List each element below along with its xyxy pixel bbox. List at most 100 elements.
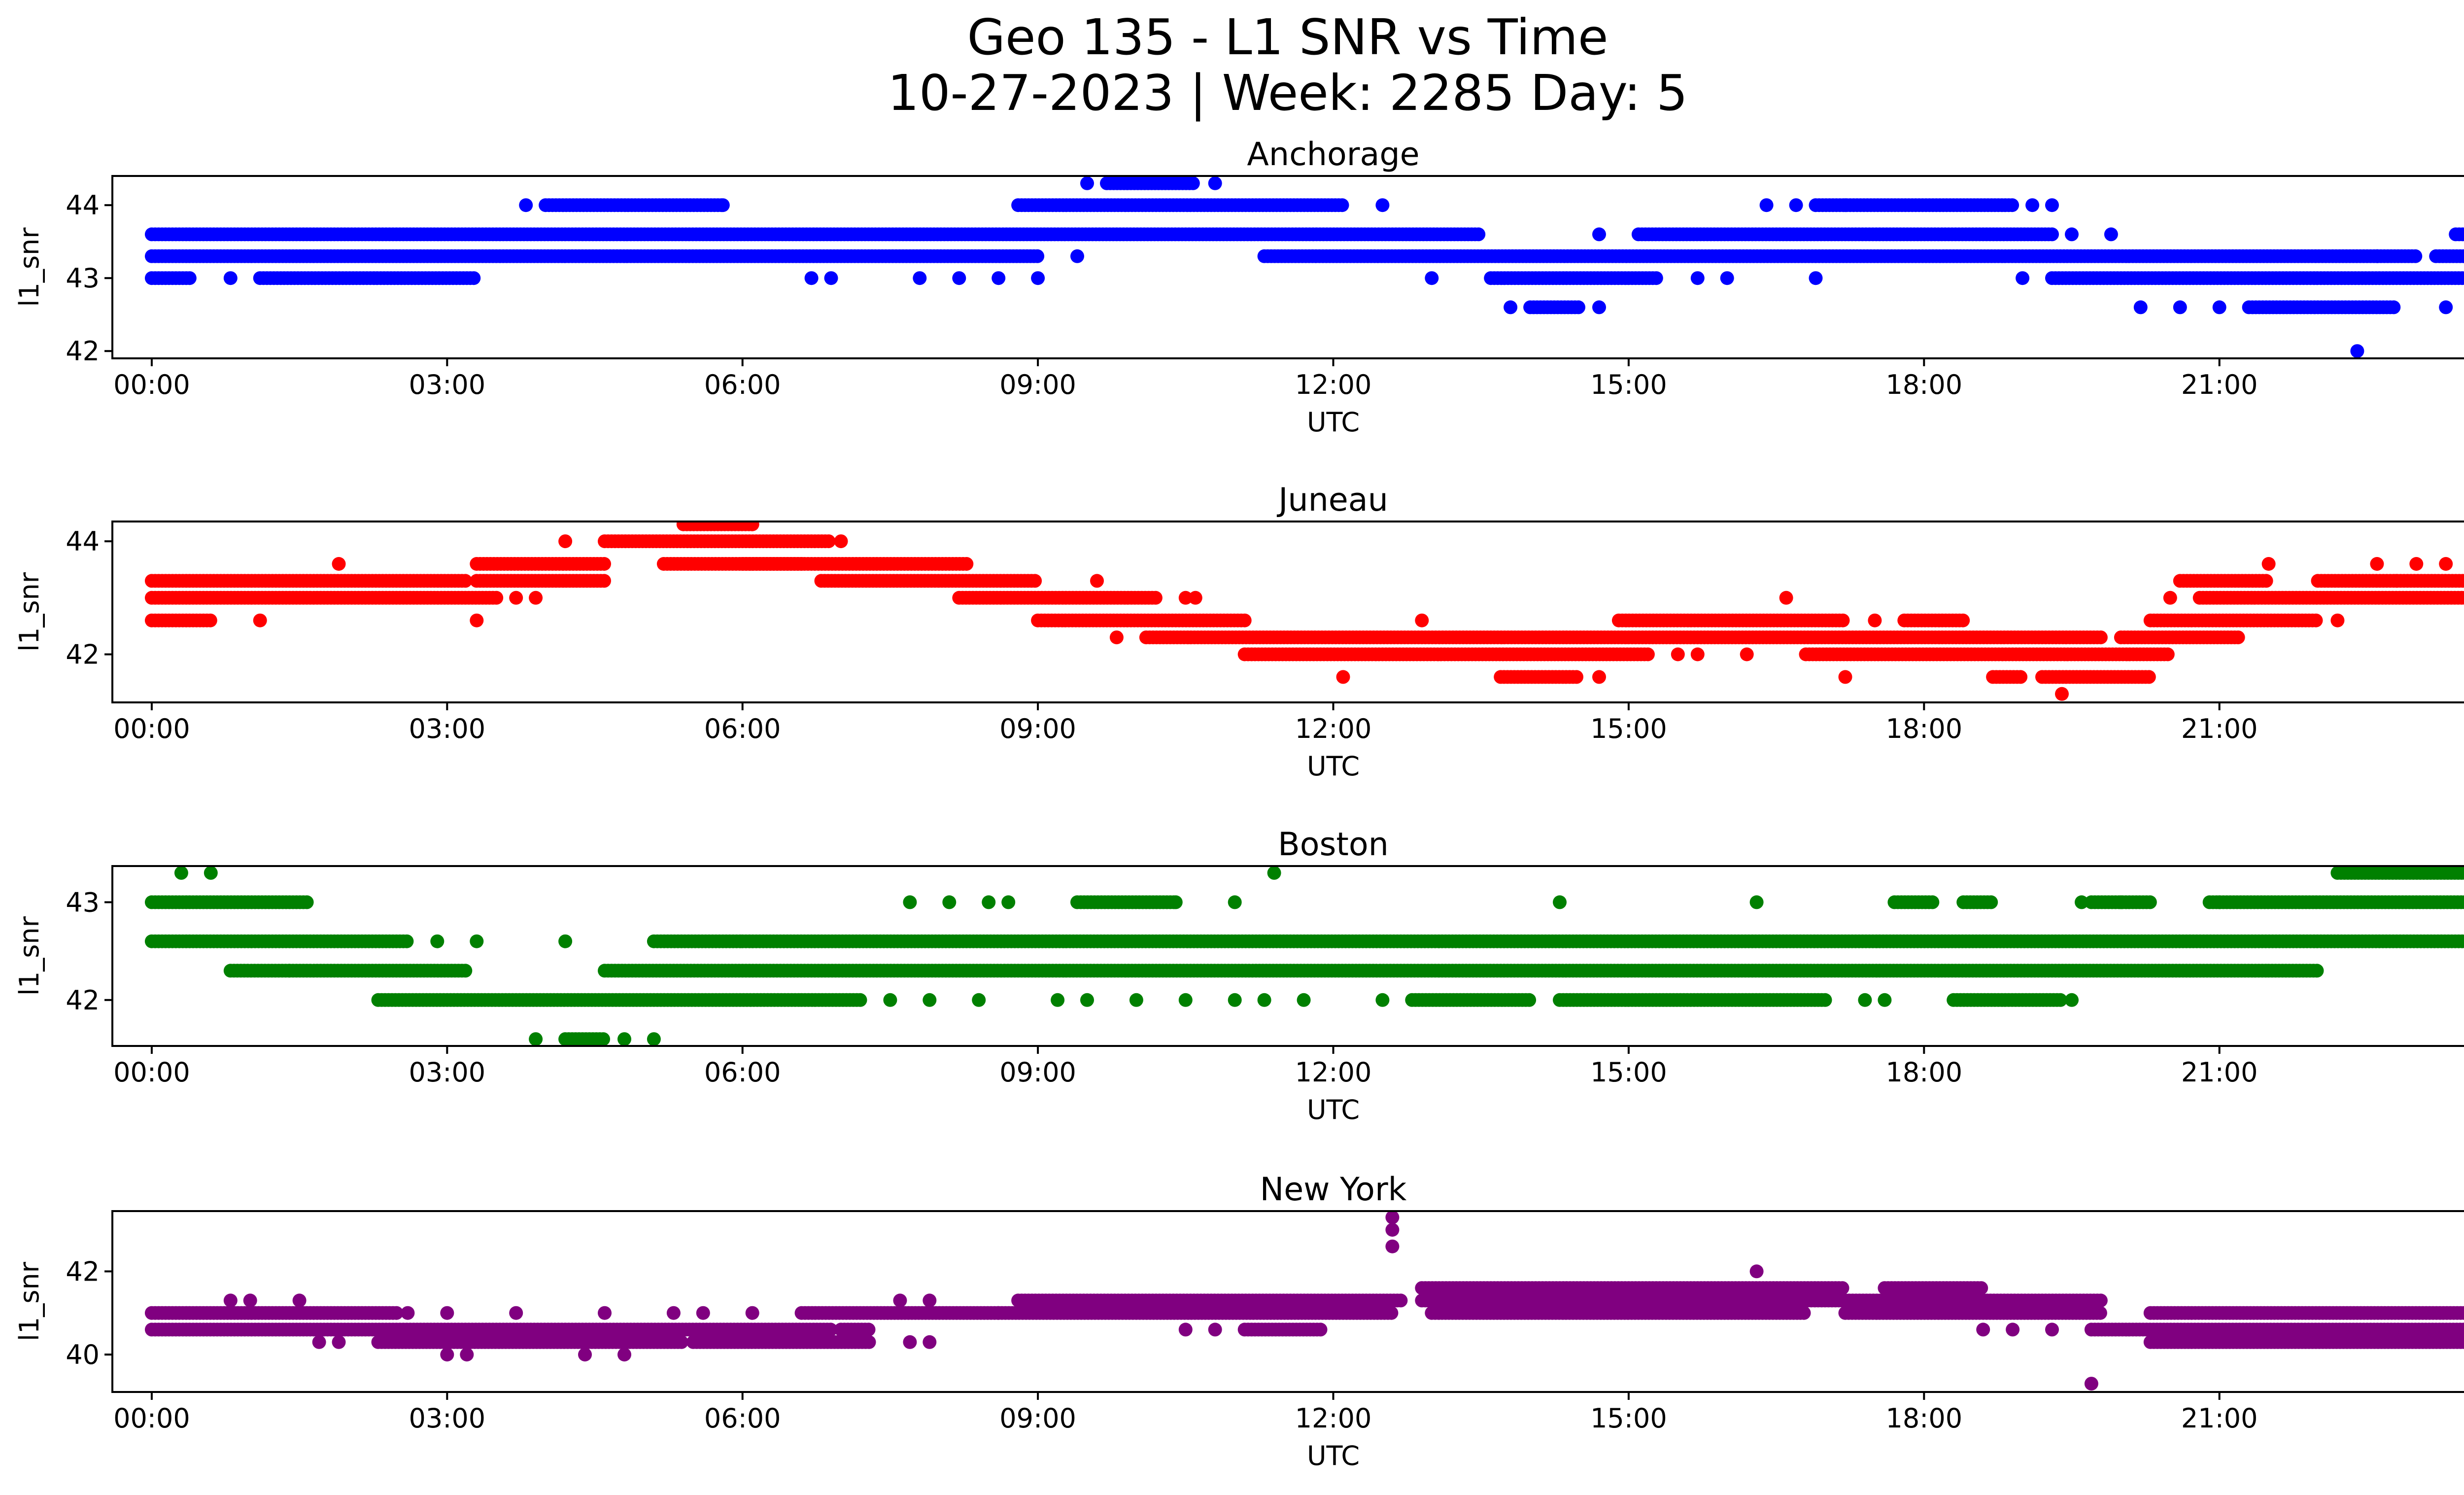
data-point	[1028, 574, 1042, 588]
data-point	[1779, 591, 1793, 605]
x-axis-label: UTC	[1307, 751, 1360, 782]
data-point	[2409, 557, 2424, 571]
data-point	[2045, 227, 2059, 242]
x-tick-label: 18:00	[1885, 369, 1962, 400]
x-tick-label: 09:00	[999, 713, 1076, 744]
y-tick-label: 43	[66, 263, 100, 294]
data-point	[2163, 591, 2177, 605]
data-point	[597, 557, 611, 571]
data-point	[1472, 227, 1486, 242]
data-point	[1504, 300, 1518, 314]
data-point	[2104, 227, 2118, 242]
y-tick-label: 44	[66, 526, 100, 557]
data-point	[2259, 574, 2273, 588]
data-point	[804, 271, 819, 285]
data-point	[1030, 249, 1045, 263]
data-point	[223, 271, 238, 285]
data-point	[509, 591, 523, 605]
data-point	[1956, 613, 1970, 627]
data-point	[1080, 176, 1094, 190]
x-tick-label: 15:00	[1590, 369, 1667, 400]
data-point	[1570, 670, 1583, 684]
data-point	[1237, 613, 1252, 627]
data-point	[1208, 176, 1222, 190]
data-point	[1031, 271, 1045, 285]
figure-title-line1: Geo 135 - L1 SNR vs Time	[967, 8, 1608, 66]
data-point	[1148, 591, 1163, 605]
data-point	[2390, 574, 2404, 588]
data-point	[182, 271, 197, 285]
data-point	[1838, 198, 1852, 212]
x-tick-label: 12:00	[1295, 713, 1372, 744]
data-point	[1868, 613, 1882, 627]
data-point	[716, 198, 730, 212]
y-axis-label: l1_snr	[14, 572, 45, 652]
data-point	[2261, 557, 2276, 571]
data-point	[458, 964, 473, 978]
x-tick-label: 09:00	[999, 369, 1076, 400]
x-tick-label: 12:00	[1295, 369, 1372, 400]
data-point	[853, 993, 867, 1007]
data-point	[2350, 344, 2364, 358]
data-point	[992, 271, 1006, 285]
data-point	[2160, 647, 2175, 661]
data-point	[959, 557, 974, 571]
data-point	[2142, 670, 2156, 684]
data-point	[1592, 227, 1606, 242]
data-point	[1178, 591, 1193, 605]
data-point	[2212, 300, 2226, 314]
data-point	[1836, 613, 1850, 627]
data-point	[1671, 647, 1685, 661]
data-point	[2459, 271, 2464, 285]
data-point	[400, 934, 414, 948]
data-point	[2133, 300, 2148, 314]
data-point	[2439, 300, 2453, 314]
data-point	[1522, 993, 1537, 1007]
data-point	[2439, 557, 2453, 571]
data-point	[1592, 670, 1606, 684]
data-point	[2462, 937, 2464, 946]
data-point	[2462, 592, 2464, 603]
data-point	[2461, 897, 2464, 908]
data-point	[1186, 176, 1200, 190]
data-point	[2459, 574, 2464, 588]
x-tick-label: 21:00	[2181, 369, 2258, 400]
data-point	[597, 574, 611, 588]
data-point	[1690, 647, 1705, 661]
x-tick-label: 18:00	[1885, 713, 1962, 744]
data-point	[913, 271, 927, 285]
data-point	[519, 198, 533, 212]
y-tick-label: 42	[66, 336, 100, 367]
x-tick-label: 00:00	[113, 713, 190, 744]
data-point	[1838, 670, 1852, 684]
data-point	[1641, 647, 1655, 661]
x-tick-label: 06:00	[704, 369, 781, 400]
data-point	[2370, 557, 2384, 571]
figure-title-line2: 10-27-2023 | Week: 2285 Day: 5	[888, 64, 1687, 122]
data-point	[2231, 630, 2245, 645]
data-point	[2463, 577, 2464, 585]
data-point	[794, 557, 809, 571]
data-point	[300, 895, 314, 909]
data-point	[1720, 271, 1734, 285]
data-point	[1592, 300, 1606, 314]
data-point	[1425, 271, 1439, 285]
data-point	[1090, 574, 1104, 588]
data-point	[2330, 613, 2345, 627]
data-point	[558, 534, 573, 549]
data-point	[1335, 198, 1349, 212]
data-point	[1809, 271, 1823, 285]
data-point	[1759, 198, 1774, 212]
data-point	[467, 271, 481, 285]
data-point	[1789, 198, 1803, 212]
data-point	[1740, 647, 1754, 661]
subplot-title: Juneau	[1276, 482, 1388, 519]
data-point	[2065, 227, 2079, 242]
data-point	[2370, 249, 2384, 263]
data-point	[824, 271, 838, 285]
data-point	[2309, 613, 2323, 627]
data-point	[2408, 249, 2423, 263]
